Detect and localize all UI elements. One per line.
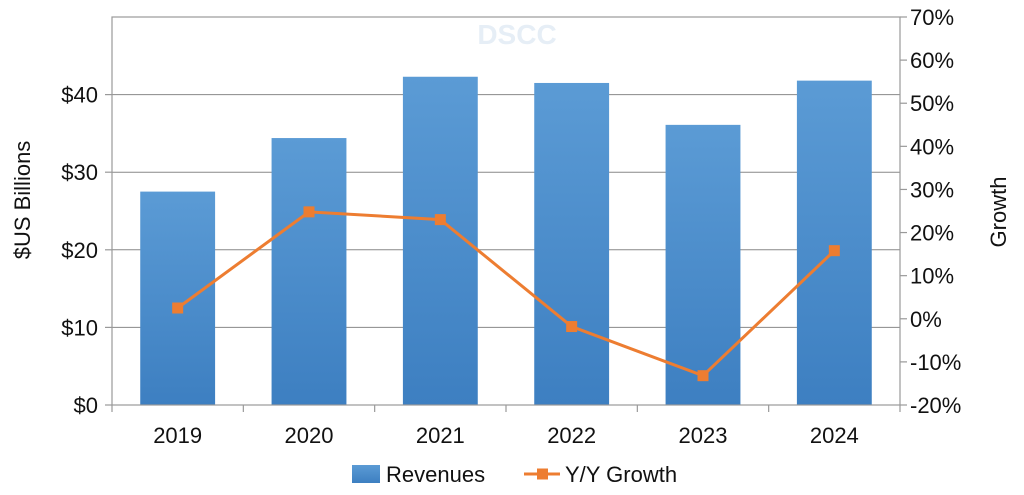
growth-marker-2022: [566, 321, 578, 333]
right-axis-title: Growth: [986, 177, 1011, 248]
bar-2022: [534, 82, 610, 406]
growth-marker-2023: [697, 370, 709, 382]
legend-label-revenues: Revenues: [386, 462, 485, 487]
growth-line: [172, 206, 840, 382]
right-tick-label: 60%: [910, 48, 954, 73]
watermark-text: DSCC: [477, 19, 556, 50]
right-tick-label: 20%: [910, 221, 954, 246]
legend-swatch-revenues: [352, 465, 380, 483]
left-tick-label: $30: [61, 160, 98, 185]
bar-2024: [796, 80, 872, 405]
right-tick-label: -10%: [910, 350, 961, 375]
right-tick-label: 70%: [910, 5, 954, 30]
right-tick-label: 40%: [910, 134, 954, 159]
growth-line-path: [176, 210, 836, 378]
plot-frame: [111, 16, 901, 406]
left-tick-label: $10: [61, 315, 98, 340]
plot-border: [111, 16, 901, 406]
left-tick-label: $0: [74, 393, 98, 418]
right-axis-ticks: -20% -10% 0% 10% 20% 30% 40% 50% 60% 70%: [900, 5, 961, 418]
x-tick-label-2024: 2024: [810, 423, 859, 448]
right-tick-label: -20%: [910, 393, 961, 418]
right-tick-label: 10%: [910, 264, 954, 289]
bars: [140, 76, 872, 406]
legend-label-growth: Y/Y Growth: [565, 462, 677, 487]
bar-2019: [140, 191, 216, 405]
bar-2023: [665, 124, 741, 405]
right-tick-label: 50%: [910, 91, 954, 116]
x-axis-ticks: 2019 2020 2021 2022 2023 2024: [111, 405, 901, 448]
growth-marker-2021: [434, 214, 446, 226]
x-tick-label-2021: 2021: [416, 423, 465, 448]
left-tick-label: $40: [61, 83, 98, 108]
left-tick-label: $20: [61, 238, 98, 263]
left-axis-ticks: $0 $10 $20 $30 $40: [61, 83, 112, 418]
right-tick-label: 0%: [910, 307, 942, 332]
legend-marker-growth: [537, 468, 548, 480]
x-tick-label-2020: 2020: [285, 423, 334, 448]
right-tick-label: 30%: [910, 177, 954, 202]
growth-marker-2019: [172, 302, 184, 314]
legend: Revenues Y/Y Growth: [352, 462, 677, 487]
grid-lines: [112, 94, 900, 328]
x-tick-label-2022: 2022: [547, 423, 596, 448]
x-tick-label-2023: 2023: [679, 423, 728, 448]
growth-marker-2020: [303, 206, 315, 218]
bar-2020: [271, 138, 347, 405]
x-tick-label-2019: 2019: [153, 423, 202, 448]
growth-marker-2024: [828, 245, 840, 257]
left-axis-title: $US Billions: [10, 141, 35, 260]
